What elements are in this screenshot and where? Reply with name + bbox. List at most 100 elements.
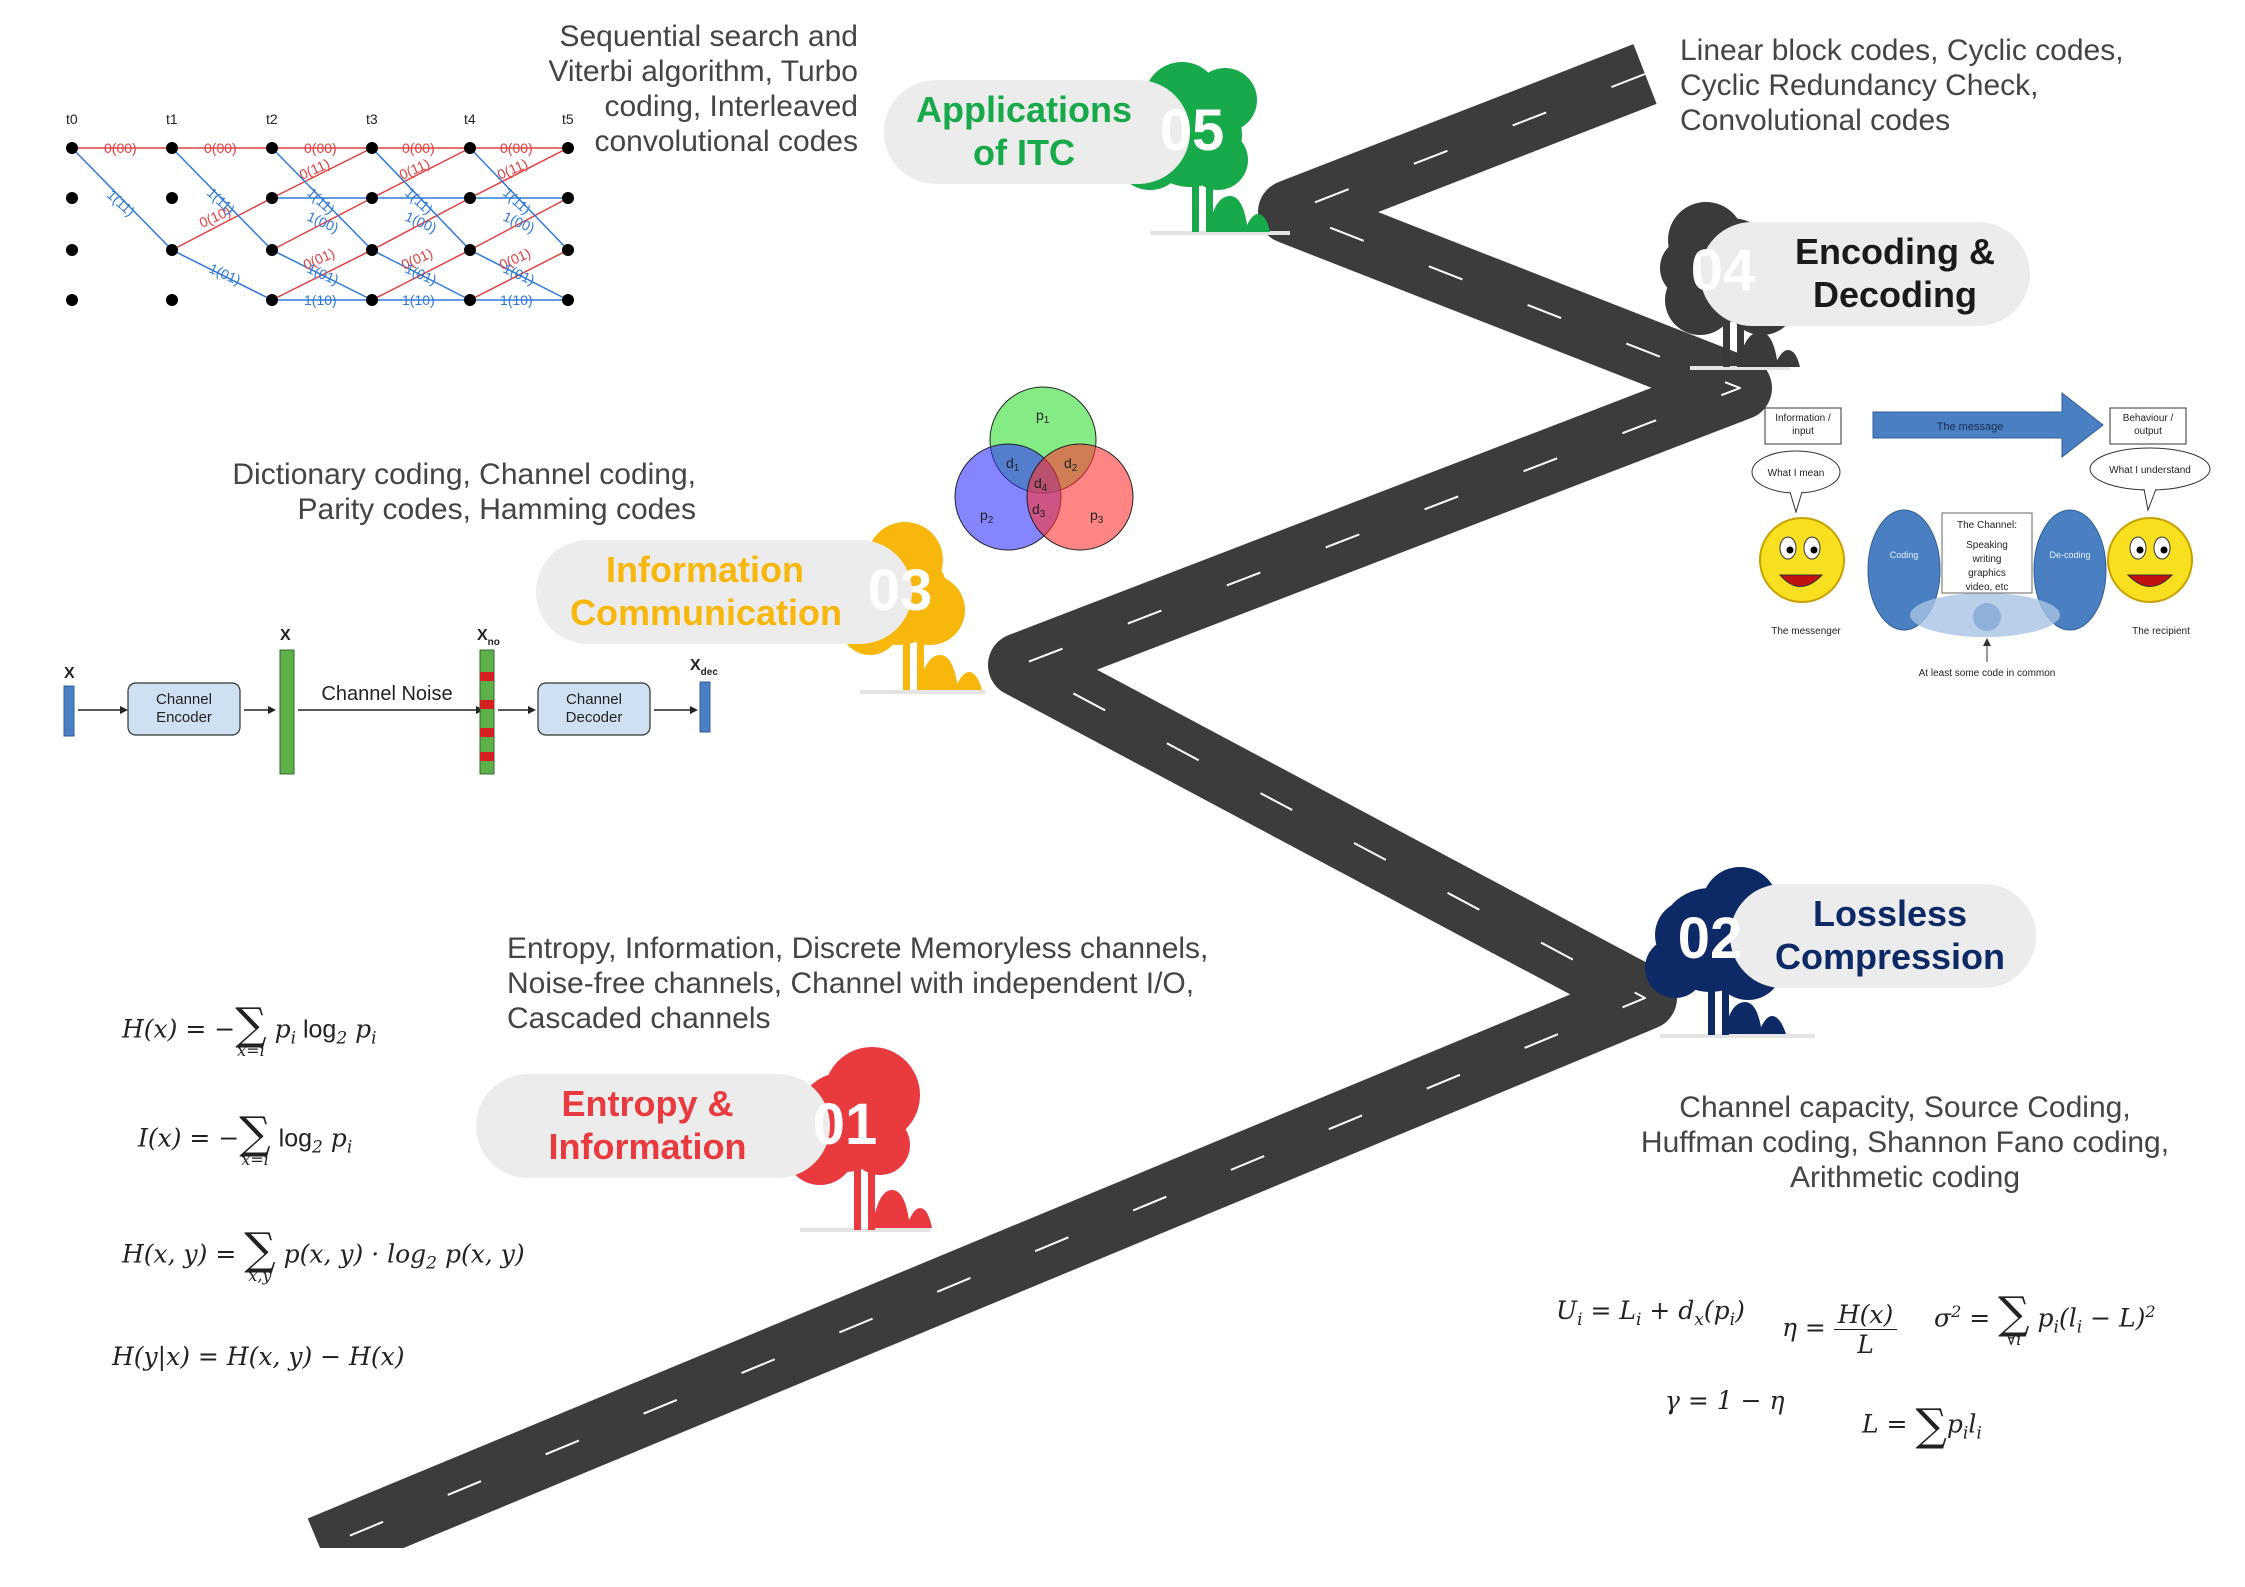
equation-redundancy: γ = 1 − η xyxy=(1665,1386,1785,1415)
stage-01-title-line1: Entropy & xyxy=(561,1083,734,1124)
svg-text:output: output xyxy=(2134,426,2162,437)
svg-text:Xdec: Xdec xyxy=(690,657,718,678)
stage-02-title-line1: Lossless xyxy=(1812,893,1968,934)
trellis-time-t0: t0 xyxy=(66,111,78,127)
stage-01-number: 01 xyxy=(812,1092,878,1157)
channel-coding-diagram: X Channel Encoder X Channel Noise Xno Ch… xyxy=(63,627,718,775)
svg-text:De-coding: De-coding xyxy=(2049,550,2090,560)
communication-model: Information / input The message Behaviou… xyxy=(1751,391,2211,679)
trellis-label: 0(00) xyxy=(304,140,337,156)
topic-line: Arithmetic coding xyxy=(1789,1161,2021,1194)
svg-text:d3: d3 xyxy=(1032,501,1046,520)
svg-text:d2: d2 xyxy=(1064,455,1078,474)
topic-line: Dictionary coding, Channel coding, xyxy=(232,458,696,491)
trellis-time-t4: t4 xyxy=(464,111,476,127)
svg-text:Channel Noise: Channel Noise xyxy=(321,683,452,705)
topic-line: Huffman coding, Shannon Fano coding, xyxy=(1640,1126,2170,1159)
svg-text:The message: The message xyxy=(1937,421,2004,433)
trellis-time-t3: t3 xyxy=(366,111,378,127)
svg-text:graphics: graphics xyxy=(1968,568,2006,579)
stage-04-title-line2: Decoding xyxy=(1812,274,1977,315)
topic-line: Cyclic Redundancy Check, xyxy=(1680,69,2039,102)
topic-line: convolutional codes xyxy=(594,125,858,158)
svg-text:The recipient: The recipient xyxy=(2132,626,2190,637)
svg-text:p1: p1 xyxy=(1036,407,1050,426)
svg-text:X: X xyxy=(280,627,291,644)
stage-05-title: Applications of ITC xyxy=(914,88,1134,174)
svg-text:writing: writing xyxy=(1972,554,2002,565)
svg-text:X: X xyxy=(64,665,75,682)
equation-entropy: H(x) = −∑ x=i pi log2 pi xyxy=(122,999,377,1060)
stage-02-pill xyxy=(1730,884,2036,988)
stage-01-pill xyxy=(476,1074,830,1178)
equation-arithmetic-interval: Ui = Li + dx(pi) xyxy=(1556,1296,1745,1330)
stage-03-title-line2: Communication xyxy=(570,592,843,633)
topic-line: Viterbi algorithm, Turbo xyxy=(548,55,858,88)
topic-line: Noise-free channels, Channel with indepe… xyxy=(507,967,1195,1000)
trellis-diagram: t0 t1 t2 t3 t4 t5 0(00) 0(00) 0(00) 0(00… xyxy=(66,111,574,308)
trellis-label: 0(11) xyxy=(397,155,432,182)
svg-text:Behaviour /: Behaviour / xyxy=(2123,413,2174,424)
trellis-label: 0(00) xyxy=(402,140,435,156)
trellis-label: 1(01) xyxy=(403,260,439,288)
road xyxy=(307,44,1772,1578)
svg-text:p2: p2 xyxy=(980,507,994,526)
trellis-label: 0(00) xyxy=(500,140,533,156)
stage-02-title: Lossless Compression xyxy=(1768,892,2012,978)
svg-text:p3: p3 xyxy=(1090,507,1104,526)
trellis-label: 1(11) xyxy=(104,186,138,219)
stage-01-topics: Entropy, Information, Discrete Memoryles… xyxy=(507,931,1227,1036)
stage-04-number: 04 xyxy=(1690,238,1756,303)
stage-04-topics: Linear block codes, Cyclic codes, Cyclic… xyxy=(1680,33,2160,138)
trellis-label: 0(11) xyxy=(297,155,332,182)
equation-average-length: L = ∑pili xyxy=(1862,1400,1982,1451)
stage-02-number: 02 xyxy=(1677,906,1743,971)
equation-conditional-entropy: H(y|x) = H(x, y) − H(x) xyxy=(112,1342,405,1371)
svg-text:At least some code in common: At least some code in common xyxy=(1919,668,2056,679)
svg-text:What I understand: What I understand xyxy=(2109,465,2191,476)
svg-text:The messenger: The messenger xyxy=(1771,626,1841,637)
stage-04-pill xyxy=(1700,222,2030,326)
equation-joint-entropy: H(x, y) = ∑ x,y p(x, y) · log2 p(x, y) xyxy=(122,1224,525,1285)
trellis-label: 1(10) xyxy=(402,292,435,308)
trellis-label: 1(01) xyxy=(207,260,243,288)
svg-text:Encoder: Encoder xyxy=(156,709,212,726)
trellis-label: 0(00) xyxy=(104,140,137,156)
road-start xyxy=(312,1548,640,1580)
svg-text:Channel: Channel xyxy=(156,691,212,708)
stage-05-number: 05 xyxy=(1159,98,1225,163)
stage-01-title: Entropy & Information xyxy=(515,1082,780,1168)
trellis-label: 1(01) xyxy=(305,260,341,288)
trellis-label: 0(11) xyxy=(495,155,530,182)
trellis-label: 1(10) xyxy=(304,292,337,308)
stage-03-title: Information Communication xyxy=(570,548,843,634)
trellis-time-t5: t5 xyxy=(562,111,574,127)
equation-information: I(x) = −∑ x=i log2 pi xyxy=(138,1108,353,1169)
topic-line: Linear block codes, Cyclic codes, xyxy=(1680,34,2124,67)
trellis-label: 1(10) xyxy=(500,292,533,308)
svg-text:What I mean: What I mean xyxy=(1768,468,1825,479)
topic-line: Convolutional codes xyxy=(1680,104,1951,137)
topic-line: Entropy, Information, Discrete Memoryles… xyxy=(507,932,1209,965)
topic-line: Cascaded channels xyxy=(507,1002,771,1035)
svg-text:Information /: Information / xyxy=(1775,413,1831,424)
stage-02-title-line2: Compression xyxy=(1774,936,2006,977)
stage-03-topics: Dictionary coding, Channel coding, Parit… xyxy=(160,457,696,527)
trellis-label: 0(00) xyxy=(204,140,237,156)
stage-03-pill xyxy=(536,540,912,644)
svg-text:Speaking: Speaking xyxy=(1966,540,2008,551)
venn-diagram: p1 p2 p3 d1 d2 d3 d4 xyxy=(954,386,1134,551)
stage-01-title-line2: Information xyxy=(548,1126,747,1167)
svg-text:video, etc: video, etc xyxy=(1966,582,2009,593)
trellis-label: 1(01) xyxy=(501,260,537,288)
svg-text:Coding: Coding xyxy=(1890,550,1919,560)
stage-03-title-line1: Information xyxy=(606,549,804,590)
topic-line: Channel capacity, Source Coding, xyxy=(1679,1091,2131,1124)
stage-04-title: Encoding & Decoding xyxy=(1782,230,2008,316)
svg-text:d1: d1 xyxy=(1006,455,1020,474)
stage-05-title-line1: Applications xyxy=(915,89,1133,130)
stage-03-number: 03 xyxy=(867,558,933,623)
stage-05-title-line2: of ITC xyxy=(973,132,1075,173)
svg-text:The Channel:: The Channel: xyxy=(1957,520,2017,531)
stage-05-pill xyxy=(884,80,1190,184)
